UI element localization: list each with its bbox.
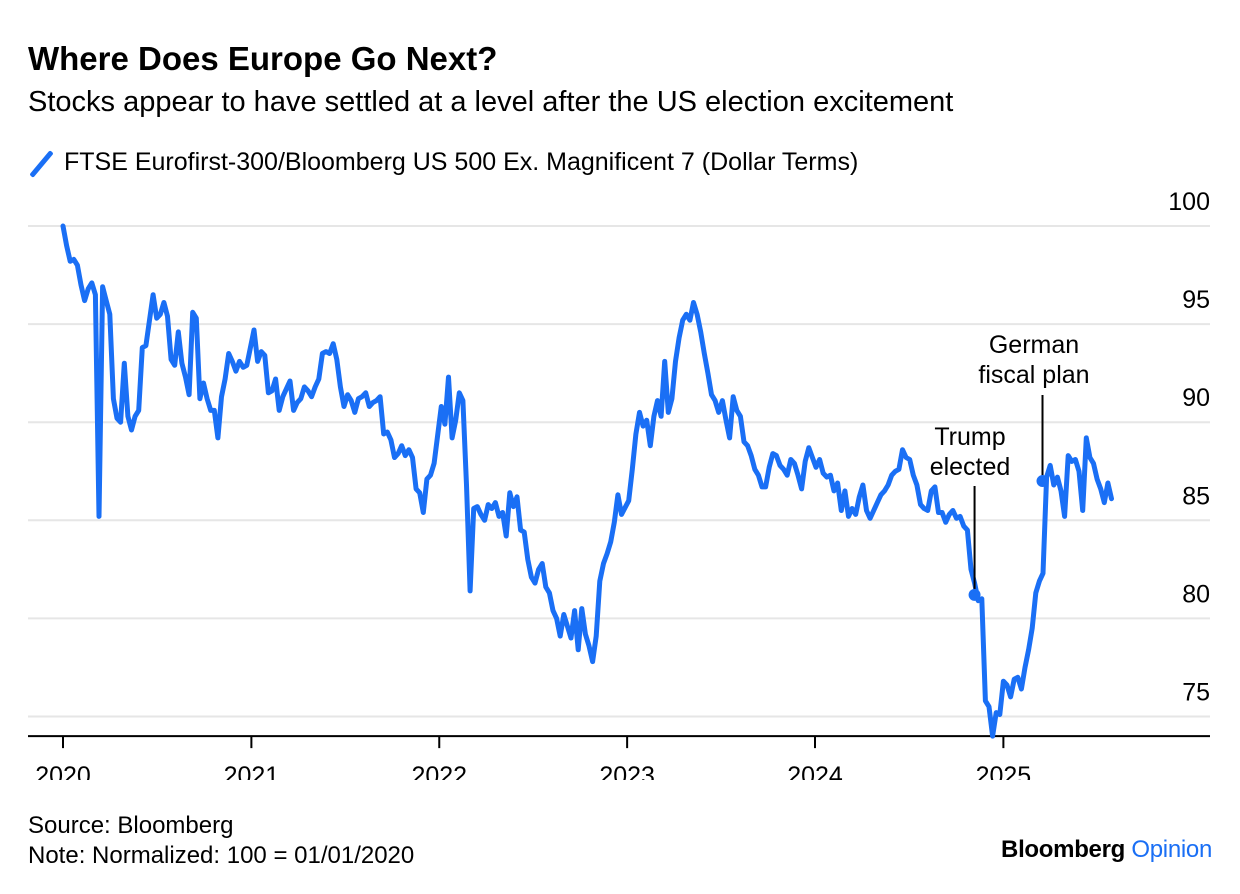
x-tick-label: 2022 bbox=[411, 762, 467, 780]
y-tick-label: 75 bbox=[1182, 679, 1210, 707]
annotation-marker bbox=[1036, 475, 1049, 488]
y-tick-label: 95 bbox=[1182, 286, 1210, 314]
chart-subtitle: Stocks appear to have settled at a level… bbox=[28, 86, 954, 118]
x-tick-label: 2021 bbox=[224, 762, 280, 780]
chart-title: Where Does Europe Go Next? bbox=[28, 40, 498, 77]
legend-line-icon bbox=[28, 150, 54, 176]
brand-name: Bloomberg bbox=[1001, 836, 1125, 863]
source-note: Source: Bloomberg bbox=[28, 812, 234, 839]
y-tick-label: 85 bbox=[1182, 482, 1210, 510]
x-axis: 2020 2021 2022 2023 2024 2025 bbox=[28, 735, 1210, 780]
x-tick-label: 2020 bbox=[35, 762, 91, 780]
line-chart: 2020 2021 2022 2023 2024 2025 100 95 90 85 80 75 T… bbox=[28, 188, 1210, 780]
annotation-label: elected bbox=[930, 453, 1011, 481]
normalization-note: Note: Normalized: 100 = 01/01/2020 bbox=[28, 842, 415, 869]
legend: FTSE Eurofirst-300/Bloomberg US 500 Ex. … bbox=[28, 148, 858, 177]
brand-suffix: Opinion bbox=[1131, 836, 1212, 863]
x-tick-label: 2025 bbox=[976, 762, 1032, 780]
annotation-label: German bbox=[989, 331, 1079, 359]
annotation-marker bbox=[968, 588, 981, 601]
y-tick-label: 100 bbox=[1168, 188, 1210, 216]
series-line bbox=[60, 223, 1114, 739]
y-axis: 100 95 90 85 80 75 bbox=[1168, 188, 1210, 707]
y-tick-label: 80 bbox=[1182, 580, 1210, 608]
annotation-label: fiscal plan bbox=[978, 361, 1089, 389]
gridlines bbox=[28, 225, 1210, 718]
legend-label: FTSE Eurofirst-300/Bloomberg US 500 Ex. … bbox=[64, 148, 859, 176]
series-line-layer bbox=[60, 223, 1114, 739]
annotation-label: Trump bbox=[934, 423, 1005, 451]
brand-logo: Bloomberg Opinion bbox=[1001, 836, 1212, 864]
x-tick-label: 2023 bbox=[599, 762, 655, 780]
y-tick-label: 90 bbox=[1182, 384, 1210, 412]
x-tick-label: 2024 bbox=[787, 762, 843, 780]
